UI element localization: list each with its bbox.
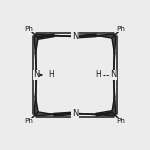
Text: H: H [48, 70, 54, 79]
Text: Ph: Ph [117, 118, 126, 124]
Text: N: N [34, 70, 40, 80]
Text: Ph: Ph [24, 118, 33, 124]
Text: Ph: Ph [117, 26, 126, 32]
Text: Ph: Ph [24, 26, 33, 32]
Text: N: N [110, 70, 116, 80]
Text: N: N [72, 32, 78, 41]
Text: N: N [72, 109, 78, 118]
Text: H: H [96, 70, 102, 79]
